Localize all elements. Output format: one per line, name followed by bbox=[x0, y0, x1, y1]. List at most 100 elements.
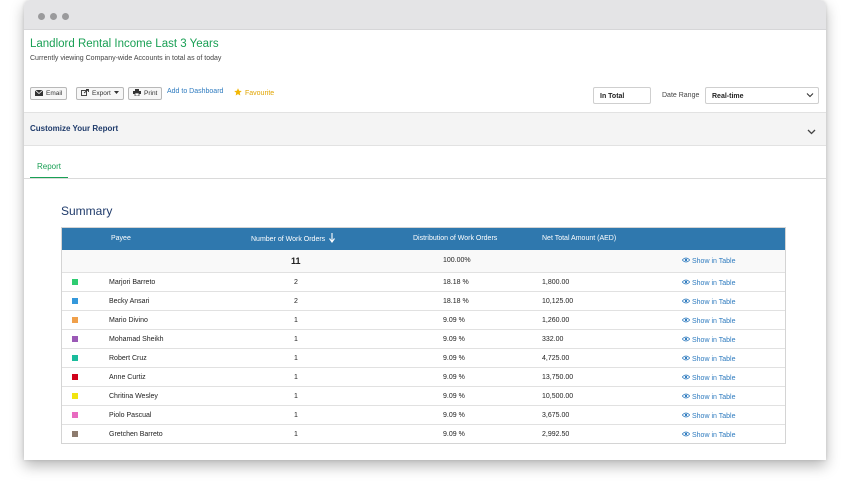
table-row: Becky Ansari 2 18.18 % 10,125.00 Show in Tab… bbox=[62, 291, 785, 310]
caret-down-icon bbox=[113, 90, 119, 97]
show-in-table-link[interactable]: Show in Table bbox=[681, 298, 735, 306]
show-in-table-link[interactable]: Show in Table bbox=[681, 412, 735, 420]
payee-color-swatch bbox=[72, 431, 78, 437]
envelope-icon bbox=[34, 89, 44, 98]
tab-report[interactable]: Report bbox=[30, 156, 68, 179]
total-orders: 11 bbox=[291, 256, 301, 266]
show-in-table-link[interactable]: Show in Table bbox=[681, 355, 736, 363]
show-in-table-label: Show in Table bbox=[692, 393, 736, 401]
total-distribution: 100.00% bbox=[443, 257, 471, 264]
column-header-orders[interactable]: Number of Work Orders bbox=[251, 233, 336, 245]
net-total-value: 2,992.50 bbox=[542, 431, 570, 438]
print-label: Print bbox=[144, 90, 158, 97]
show-in-table-link[interactable]: Show in Table bbox=[681, 317, 736, 325]
scope-select[interactable]: In Total bbox=[593, 87, 651, 104]
payee-color-swatch bbox=[72, 317, 78, 323]
show-in-table-link[interactable]: Show in Table bbox=[681, 393, 736, 401]
window-titlebar bbox=[24, 0, 826, 30]
show-in-table-link[interactable]: Show in Table bbox=[681, 431, 736, 439]
window-maximize-dot[interactable] bbox=[62, 13, 69, 20]
window-close-dot[interactable] bbox=[38, 13, 45, 20]
column-header-payee[interactable]: Payee bbox=[111, 235, 131, 242]
export-button[interactable]: Export bbox=[76, 87, 124, 100]
payee-name: Becky Ansari bbox=[109, 298, 150, 305]
show-in-table-label: Show in Table bbox=[692, 374, 736, 382]
payee-name: Mario Divino bbox=[109, 317, 148, 324]
table-header: Payee Number of Work Orders Distribution… bbox=[62, 228, 785, 250]
printer-icon bbox=[133, 89, 141, 98]
show-in-table-link[interactable]: Show in Table bbox=[681, 374, 736, 382]
payee-name: Gretchen Barreto bbox=[109, 431, 163, 438]
table-row: Chritina Wesley 1 9.09 % 10,500.00 Show in T… bbox=[62, 386, 785, 405]
payee-name: Anne Curtiz bbox=[109, 374, 146, 381]
favourite-label: Favourite bbox=[245, 89, 275, 97]
show-in-table-label: Show in Table bbox=[692, 279, 736, 287]
show-in-table-link[interactable]: Show in Table bbox=[681, 257, 736, 265]
table-row: Anne Curtiz 1 9.09 % 13,750.00 Show in Table bbox=[62, 367, 785, 386]
show-in-table-link[interactable]: Show in Table bbox=[681, 279, 736, 287]
tab-divider bbox=[24, 178, 826, 179]
sort-down-arrow-icon[interactable] bbox=[329, 233, 336, 245]
distribution-value: 9.09 % bbox=[443, 393, 465, 400]
summary-table: Payee Number of Work Orders Distribution… bbox=[61, 227, 786, 444]
payee-color-swatch bbox=[72, 412, 78, 418]
distribution-value: 9.09 % bbox=[443, 412, 465, 419]
distribution-value: 9.09 % bbox=[443, 355, 465, 362]
payee-color-swatch bbox=[72, 393, 78, 399]
eye-icon bbox=[681, 412, 691, 420]
table-row: Mohamad Sheikh 1 9.09 % 332.00 Show in Table bbox=[62, 329, 785, 348]
payee-color-swatch bbox=[72, 336, 78, 342]
distribution-value: 9.09 % bbox=[443, 431, 465, 438]
eye-icon bbox=[681, 393, 691, 401]
eye-icon bbox=[681, 431, 691, 439]
payee-color-swatch bbox=[72, 298, 78, 304]
work-order-count: 1 bbox=[294, 317, 298, 324]
column-header-distribution[interactable]: Distribution of Work Orders bbox=[413, 235, 498, 242]
payee-color-swatch bbox=[72, 279, 78, 285]
work-order-count: 1 bbox=[294, 336, 298, 343]
payee-name: Robert Cruz bbox=[109, 355, 147, 362]
summary-title: Summary bbox=[61, 204, 113, 218]
show-in-table-link[interactable]: Show in Table bbox=[681, 336, 735, 344]
eye-icon bbox=[681, 257, 691, 265]
show-in-table-label: Show in Table bbox=[692, 317, 736, 325]
distribution-value: 9.09 % bbox=[443, 336, 465, 343]
net-total-value: 332.00 bbox=[542, 336, 564, 343]
net-total-value: 1,260.00 bbox=[542, 317, 570, 324]
customize-report-panel[interactable]: Customize Your Report bbox=[24, 112, 826, 146]
email-button[interactable]: Email bbox=[30, 87, 68, 100]
show-in-table-label: Show in Table bbox=[692, 355, 736, 363]
distribution-value: 9.09 % bbox=[443, 374, 465, 381]
date-range-select[interactable]: Real-time bbox=[705, 87, 819, 104]
eye-icon bbox=[681, 374, 691, 382]
favourite-link[interactable]: Favourite bbox=[234, 88, 274, 98]
show-in-table-label: Show in Table bbox=[692, 257, 736, 265]
payee-color-swatch bbox=[72, 374, 78, 380]
report-title: Landlord Rental Income Last 3 Years bbox=[30, 38, 219, 50]
work-order-count: 2 bbox=[294, 298, 298, 305]
payee-name: Marjori Barreto bbox=[109, 279, 156, 286]
chevron-down-icon bbox=[806, 91, 814, 101]
distribution-value: 18.18 % bbox=[443, 279, 469, 286]
show-in-table-label: Show in Table bbox=[692, 431, 736, 439]
table-row: Robert Cruz 1 9.09 % 4,725.00 Show in Table bbox=[62, 348, 785, 367]
table-row: Mario Divino 1 9.09 % 1,260.00 Show in Table bbox=[62, 310, 785, 329]
work-order-count: 1 bbox=[294, 393, 298, 400]
report-subtitle: Currently viewing Company-wide Accounts … bbox=[30, 55, 222, 62]
column-header-net-total[interactable]: Net Total Amount (AED) bbox=[542, 235, 617, 242]
eye-icon bbox=[681, 279, 691, 287]
table-total-row: 11 100.00% Show in Table bbox=[62, 250, 785, 272]
customize-report-label: Customize Your Report bbox=[30, 124, 119, 133]
window-minimize-dot[interactable] bbox=[50, 13, 57, 20]
orders-header-label: Number of Work Orders bbox=[251, 235, 326, 243]
distribution-value: 18.18 % bbox=[443, 298, 469, 305]
chevron-down-icon[interactable] bbox=[807, 123, 816, 141]
eye-icon bbox=[681, 317, 691, 325]
star-icon bbox=[234, 88, 242, 98]
eye-icon bbox=[681, 355, 691, 363]
eye-icon bbox=[681, 298, 691, 306]
print-button[interactable]: Print bbox=[128, 87, 163, 100]
add-to-dashboard-link[interactable]: Add to Dashboard bbox=[167, 88, 224, 95]
payee-color-swatch bbox=[72, 355, 78, 361]
work-order-count: 1 bbox=[294, 412, 298, 419]
